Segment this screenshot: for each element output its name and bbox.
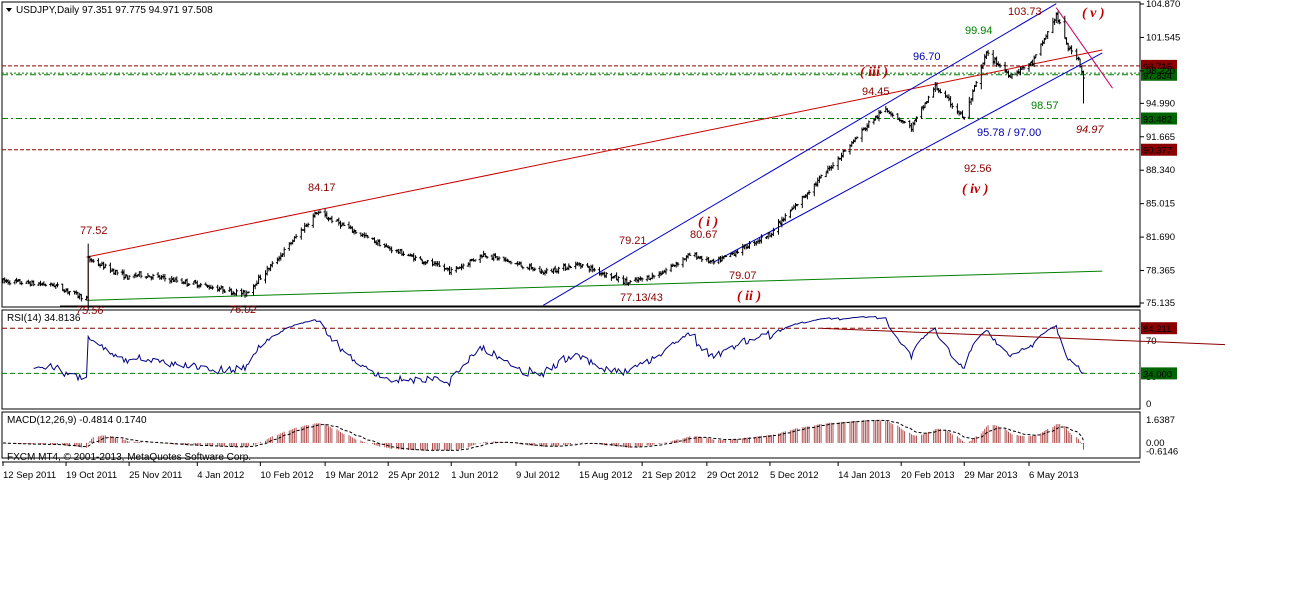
price-annotation: 77.13/43 bbox=[620, 292, 663, 304]
price-annotation: 103.73 bbox=[1008, 6, 1042, 18]
price-level-text: 98.715 bbox=[1143, 62, 1172, 73]
price-annotation: 95.78 / 97.00 bbox=[977, 127, 1041, 139]
price-level-label bbox=[1141, 143, 1177, 156]
price-annotation: 92.56 bbox=[964, 163, 992, 175]
y-tick-label: 101.545 bbox=[1146, 32, 1180, 43]
wave-label: ( v ) bbox=[1082, 6, 1105, 21]
price-annotation: 79.21 bbox=[619, 235, 647, 247]
macd-tick-label: 0.00 bbox=[1146, 438, 1165, 449]
x-tick-label: 21 Sep 2012 bbox=[642, 470, 696, 481]
rsi-title: RSI(14) 34.8136 bbox=[7, 313, 81, 324]
x-tick-label: 14 Jan 2013 bbox=[838, 470, 890, 481]
time-x-axis: 12 Sep 2011 19 Oct 2011 25 Nov 2011 4 Jan 2… bbox=[2, 462, 1079, 481]
annotations: 77.52 75.56 76.02 84.17 79.21 80.67 79.07 77.13… bbox=[76, 6, 1105, 317]
x-tick-label: 6 May 2013 bbox=[1029, 470, 1079, 481]
macd-indicator: 1.6387 0.00-0.6146 bbox=[3, 415, 1178, 458]
y-tick-label: 78.365 bbox=[1146, 266, 1175, 277]
y-tick-label: 88.340 bbox=[1146, 165, 1175, 176]
x-tick-label: 12 Sep 2011 bbox=[3, 470, 56, 481]
y-tick-label: 91.665 bbox=[1146, 132, 1175, 143]
price-level-label bbox=[1141, 112, 1177, 125]
main-panel-frame bbox=[1, 1, 1141, 308]
x-tick-label: 10 Feb 2012 bbox=[260, 470, 313, 481]
rsi-panel-frame bbox=[1, 309, 1141, 410]
price-annotation: 98.57 bbox=[1031, 100, 1059, 112]
price-level-text: 97.834 bbox=[1143, 71, 1172, 82]
price-annotation: 94.45 bbox=[862, 86, 890, 98]
rsi-trendline bbox=[821, 327, 1226, 346]
macd-tick-label: 1.6387 bbox=[1146, 415, 1175, 426]
price-annotation: 76.02 bbox=[229, 304, 257, 316]
x-tick-label: 20 Feb 2013 bbox=[901, 470, 954, 481]
price-annotation: 96.70 bbox=[913, 51, 941, 63]
x-tick-label: 29 Mar 2013 bbox=[964, 470, 1017, 481]
trendline bbox=[86, 49, 1103, 258]
price-level-label bbox=[1141, 68, 1177, 81]
trendline bbox=[713, 52, 1103, 263]
rsi-line bbox=[33, 315, 1084, 388]
rsi-level-label bbox=[1141, 367, 1177, 380]
price-annotation: 77.52 bbox=[80, 225, 108, 237]
wave-label: ( iv ) bbox=[962, 182, 988, 197]
x-tick-label: 15 Aug 2012 bbox=[579, 470, 632, 481]
wave-label: ( iii ) bbox=[860, 65, 888, 80]
chart-title: USDJPY,Daily 97.351 97.775 94.971 97.508 bbox=[16, 5, 213, 16]
y-tick-label: 81.690 bbox=[1146, 232, 1175, 243]
wave-label: ( i ) bbox=[698, 215, 718, 230]
trendline bbox=[86, 270, 1103, 301]
x-tick-label: 5 Dec 2012 bbox=[770, 470, 819, 481]
x-tick-label: 25 Nov 2011 bbox=[129, 470, 182, 481]
y-tick-label: 98.220 bbox=[1146, 66, 1175, 77]
trendline bbox=[543, 3, 1057, 306]
x-tick-label: 19 Oct 2011 bbox=[66, 470, 117, 481]
x-tick-label: 29 Oct 2012 bbox=[707, 470, 759, 481]
x-tick-label: 9 Jul 2012 bbox=[516, 470, 560, 481]
rsi-tick-label: 0 bbox=[1146, 399, 1151, 410]
y-tick-label: 94.990 bbox=[1146, 98, 1175, 109]
macd-tick-label: -0.6146 bbox=[1146, 447, 1178, 458]
price-annotation: 80.67 bbox=[690, 229, 718, 241]
rsi-level-text: 34.000 bbox=[1143, 369, 1172, 380]
x-tick-label: 19 Mar 2012 bbox=[325, 470, 378, 481]
y-tick-label: 104.870 bbox=[1146, 0, 1180, 10]
copyright-text: FXCM MT4, © 2001-2013, MetaQuotes Softwa… bbox=[7, 452, 251, 463]
price-annotation: 99.94 bbox=[965, 25, 993, 37]
macd-title: MACD(12,26,9) -0.4814 0.1740 bbox=[7, 415, 147, 426]
y-tick-label: 75.135 bbox=[1146, 298, 1175, 309]
price-candles bbox=[1, 11, 1085, 311]
price-level-text: 90.377 bbox=[1143, 146, 1172, 157]
rsi-level-label bbox=[1141, 322, 1177, 335]
macd-panel-frame bbox=[1, 411, 1141, 459]
collapse-arrow-icon[interactable] bbox=[6, 8, 12, 12]
price-annotation: 94.97 bbox=[1076, 124, 1104, 136]
x-tick-label: 1 Jun 2012 bbox=[451, 470, 498, 481]
x-tick-label: 25 Apr 2012 bbox=[388, 470, 439, 481]
rsi-level-text: 84.211 bbox=[1143, 324, 1171, 335]
price-level-text: 93.482 bbox=[1143, 115, 1172, 126]
price-annotation: 75.56 bbox=[76, 305, 104, 317]
horizontal-levels bbox=[2, 65, 1140, 151]
y-tick-label: 85.015 bbox=[1146, 199, 1175, 210]
price-annotation: 84.17 bbox=[308, 182, 336, 194]
price-annotation: 79.07 bbox=[729, 270, 757, 282]
wave-label: ( ii ) bbox=[737, 289, 761, 304]
trendlines bbox=[60, 3, 1140, 307]
x-tick-label: 4 Jan 2012 bbox=[197, 470, 244, 481]
trendline bbox=[1055, 7, 1113, 89]
